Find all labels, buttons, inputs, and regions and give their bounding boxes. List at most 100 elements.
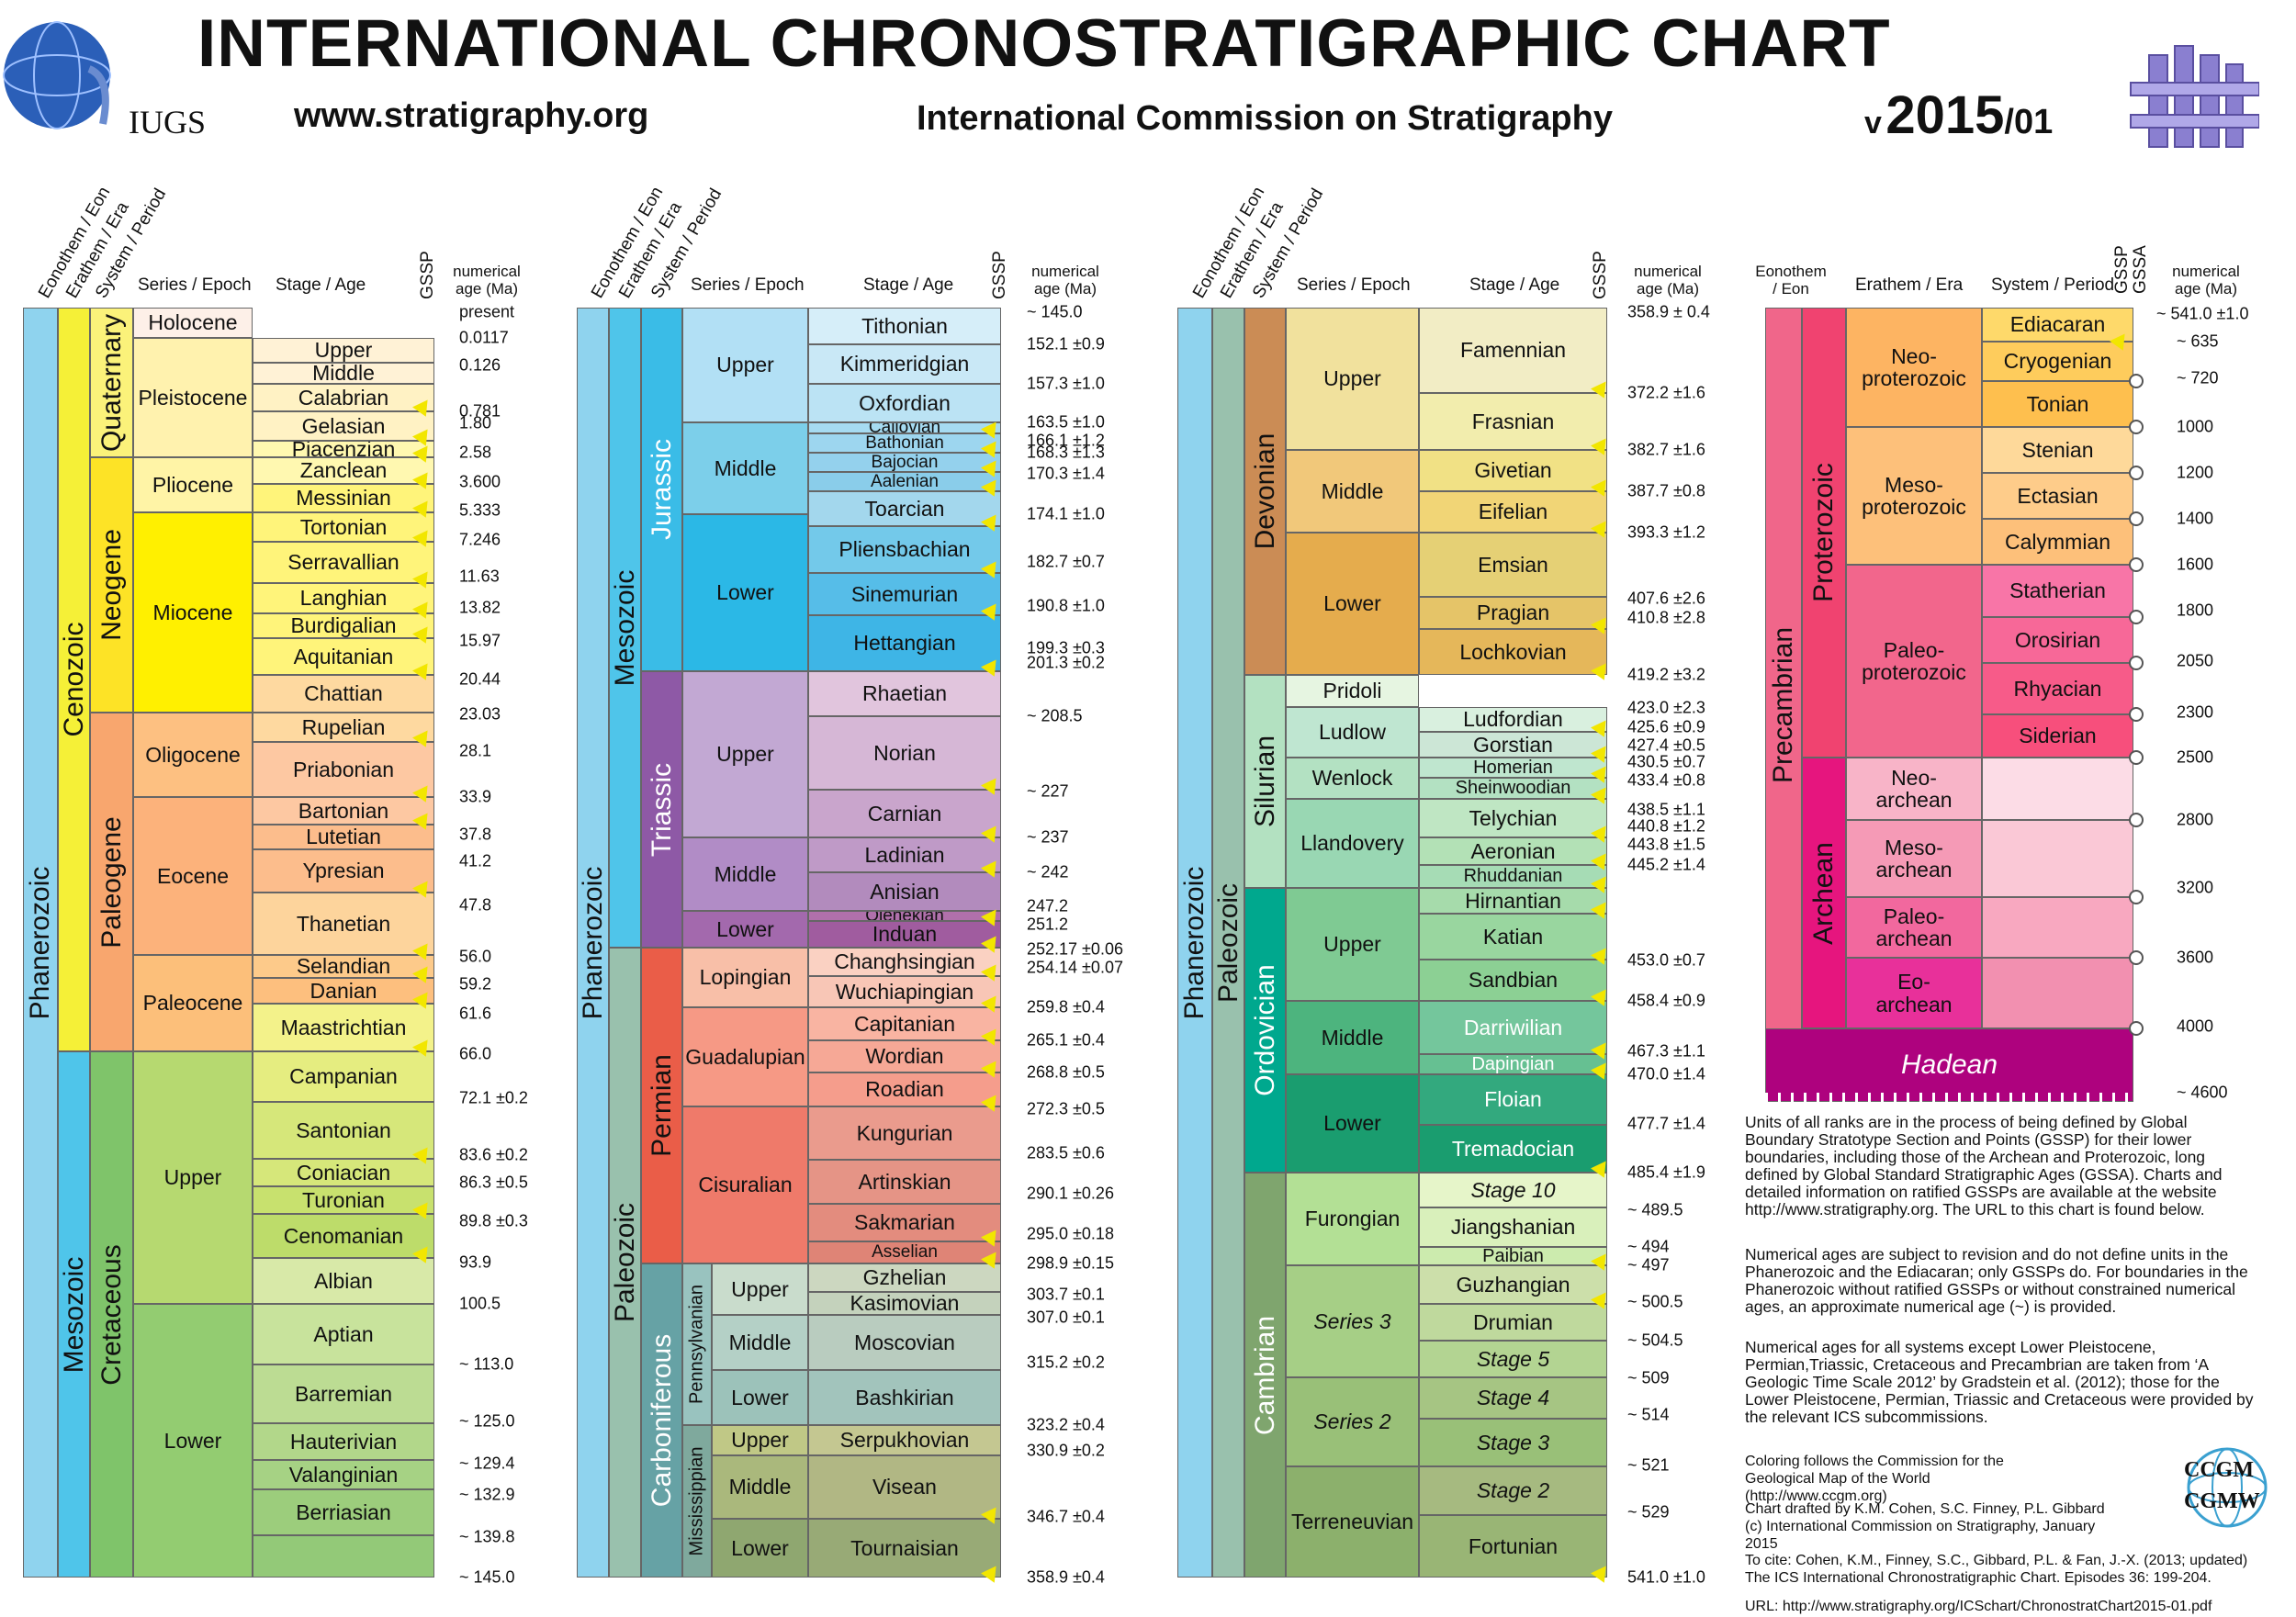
age-label: 89.8 ±0.3 [459,1211,528,1230]
age-label: 41.2 [459,851,492,870]
period-cell: Calymmian [1982,519,2133,565]
stage-cell: Piacenzian [253,441,434,457]
age-label: 1200 [2177,463,2214,482]
stage-cell: Barremian [253,1364,434,1423]
epoch-upper-j: Upper [682,308,808,422]
age-label: 2500 [2177,747,2214,767]
era-line-2: proterozoic [1862,495,1966,519]
age-label: 11.63 [459,567,500,586]
age-label: 303.7 ±0.1 [1027,1285,1105,1304]
stage-cell: Gorstian [1419,732,1607,758]
era-cell: Paleo-proterozoic [1846,565,1982,758]
age-label: 7.246 [459,530,501,549]
stage-cell: Serpukhovian [808,1425,1001,1455]
epoch-lower-p: Lower [712,1370,808,1425]
stage-cell: Callovian [808,422,1001,433]
age-label: ~ 497 [1627,1255,1670,1275]
stage-cell: Kungurian [808,1106,1001,1160]
age-label: 2050 [2177,651,2214,670]
epoch-series3: Series 3 [1286,1265,1419,1377]
eon-proterozoic-label: Proterozoic [1808,463,1839,602]
age-label: 199.3 ±0.3 [1027,638,1105,657]
stage-cell: Selandian [253,955,434,978]
age-label: 0.0117 [459,328,509,347]
age-label: 37.8 [459,825,492,844]
epoch-middle-p: Middle [712,1315,808,1370]
stage-cell: Moscovian [808,1315,1001,1370]
epoch-lower-d: Lower [1286,533,1419,675]
stage-cell: Aptian [253,1304,434,1364]
epoch-cisuralian: Cisuralian [682,1106,808,1263]
stage-cell: Toarcian [808,491,1001,526]
subperiod-pennsylvanian-label: Pennsylvanian [686,1284,707,1405]
age-label: 458.4 ±0.9 [1627,991,1705,1010]
stage-cell: Sakmarian [808,1204,1001,1241]
age-label: 346.7 ±0.4 [1027,1507,1105,1526]
age-label: ~ 129.4 [459,1454,515,1473]
stage-cell: Pliensbachian [808,526,1001,573]
age-label: 201.3 ±0.2 [1027,653,1105,672]
epoch-guadalupian: Guadalupian [682,1007,808,1106]
age-label: 247.2 [1027,896,1069,915]
website-url[interactable]: www.stratigraphy.org [294,96,649,135]
header-age-2: age (Ma) [1033,280,1097,298]
age-label: 265.1 ±0.4 [1027,1030,1105,1050]
stage-cell: Hirnantian [1419,888,1607,914]
note-url[interactable]: URL: http://www.stratigraphy.org/ICSchar… [1745,1599,2212,1614]
eon-archean-label: Archean [1808,841,1839,945]
age-label: 423.0 ±2.3 [1627,698,1705,717]
age-label: ~ 4600 [2177,1083,2228,1102]
stage-cell: Thanetian [253,893,434,955]
version: v 2015/01 [1864,84,2053,146]
version-suffix: /01 [2004,103,2054,141]
age-label: 13.82 [459,598,501,617]
stage-cell: Pragian [1419,597,1607,629]
epoch-terreneuvian: Terreneuvian [1286,1466,1419,1578]
epoch-pliocene: Pliocene [133,457,253,512]
hadean-ticks [1765,1093,2133,1102]
header-p4-eon-1: Eonothem [1755,263,1827,280]
header-epoch: Series / Epoch [1297,275,1411,295]
subperiod-pennsylvanian: Pennsylvanian [682,1263,712,1425]
period-cell: Stenian [1982,427,2133,473]
epoch-middle-m: Middle [712,1455,808,1519]
age-label: 66.0 [459,1044,492,1063]
stage-cell: Serravallian [253,542,434,583]
age-label: 433.4 ±0.8 [1627,770,1705,790]
age-label: 0.126 [459,355,501,375]
age-label: 272.3 ±0.5 [1027,1099,1105,1118]
epoch-lower-o: Lower [1286,1074,1419,1173]
stage-cell: Stage 10 [1419,1173,1607,1207]
stage-cell: Albian [253,1258,434,1304]
gssa-clock-icon [2129,656,2144,670]
header-age-2: age (Ma) [1636,280,1700,298]
age-label: ~ 113.0 [459,1354,514,1374]
era-paleozoic-2: Paleozoic [609,948,641,1578]
gssa-clock-icon [2129,890,2144,904]
header-gssp: GSSP [1591,251,1610,299]
period-neogene: Neogene [90,457,133,713]
stage-cell: Tremadocian [1419,1125,1607,1173]
stage-cell: Aquitanian [253,638,434,675]
age-label: 307.0 ±0.1 [1027,1308,1105,1327]
gssa-clock-icon [2129,950,2144,965]
stage-cell: Olenekian [808,911,1001,921]
header-age-1: numerical [1634,263,1702,280]
stage-cell: Roadian [808,1072,1001,1106]
stage-cell: Calabrian [253,384,434,411]
chart-title: INTERNATIONAL CHRONOSTRATIGRAPHIC CHART [197,6,1891,81]
epoch-middle-o: Middle [1286,1001,1419,1074]
period-cell: Ediacaran [1982,308,2133,342]
eon-hadean: Hadean [1765,1028,2133,1102]
epoch-llandovery: Llandovery [1286,799,1419,888]
header-p4-gssp: GSSP [2112,245,2132,294]
era-line-1: Eo- [1897,970,1930,994]
age-label: 83.6 ±0.2 [459,1145,528,1164]
epoch-lopingian: Lopingian [682,948,808,1007]
age-label: 393.3 ±1.2 [1627,522,1705,542]
age-label: 268.8 ±0.5 [1027,1062,1105,1082]
era-line-1: Neo- [1891,765,1937,790]
age-label: 358.9 ± 0.4 [1627,302,1710,321]
stage-cell: Cenomanian [253,1214,434,1258]
age-label: ~ 529 [1627,1502,1670,1522]
